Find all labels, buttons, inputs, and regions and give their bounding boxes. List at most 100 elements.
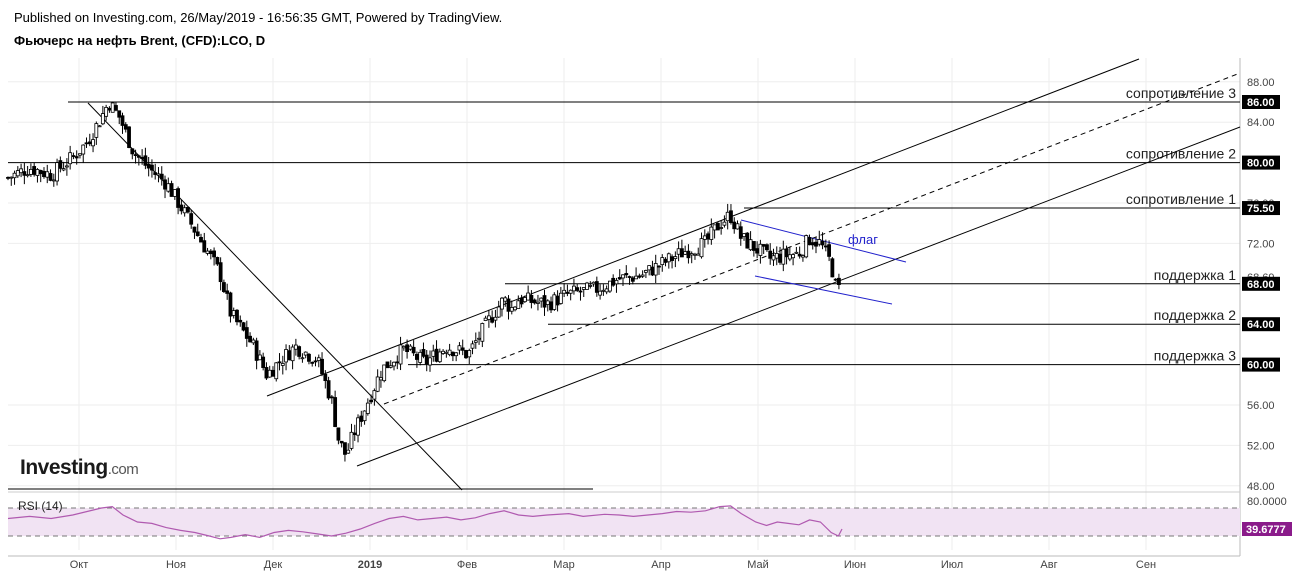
candle-body (758, 243, 763, 256)
candle-body (140, 156, 145, 160)
candle-body (166, 183, 171, 192)
candle-body (663, 258, 668, 263)
candle-body (385, 361, 390, 369)
candle-body (804, 235, 809, 258)
rsi-value-label: 39.6777 (1246, 524, 1286, 536)
candle-body (486, 315, 491, 320)
candle-body (735, 223, 740, 230)
candle-body (686, 250, 691, 259)
channel-upper-line (266, 58, 1140, 397)
time-tick-label: Июн (844, 559, 866, 571)
candle-body (437, 351, 442, 363)
channel-lower-line (356, 126, 1241, 467)
rsi-top-tick: 80.0000 (1247, 496, 1287, 508)
candle-body (421, 349, 426, 357)
candle-body (274, 362, 279, 380)
candle-body (837, 277, 841, 285)
price-badge (1242, 201, 1280, 216)
candle-body (444, 351, 449, 354)
candle-body (81, 144, 86, 155)
level-label: сопротивление 1 (1126, 191, 1236, 207)
candle-body (61, 168, 66, 171)
time-tick-label: Дек (264, 559, 283, 571)
candle-body (176, 188, 181, 208)
candle-body (644, 270, 648, 273)
flag-lower-line (754, 275, 893, 305)
candle-body (722, 221, 727, 226)
candle-body (45, 171, 50, 178)
candle-body (267, 369, 272, 378)
candle-body (794, 251, 799, 254)
candle-body (545, 300, 550, 305)
time-tick-label: 2019 (358, 559, 382, 571)
candle-body (320, 358, 324, 375)
price-badge-label: 60.00 (1247, 360, 1275, 372)
candle-body (392, 361, 396, 367)
price-badge-label: 68.00 (1247, 279, 1275, 291)
candle-body (346, 449, 351, 454)
candle-body (401, 345, 406, 349)
grid-layer (8, 58, 1241, 557)
time-tick-label: Фев (457, 559, 477, 571)
candle-body (333, 397, 338, 427)
candle-body (271, 369, 275, 377)
candle-body (107, 107, 112, 111)
candle-body (768, 250, 773, 259)
candle-body (287, 350, 292, 361)
candle-body (12, 172, 17, 179)
logo-suffix: .com (108, 461, 139, 478)
candles-layer (6, 101, 841, 462)
price-tick-label: 52.00 (1247, 440, 1275, 452)
price-tick-label: 88.00 (1247, 77, 1275, 89)
candle-body (9, 176, 14, 179)
candle-body (441, 350, 445, 354)
candle-body (222, 282, 226, 292)
candle-body (751, 241, 756, 251)
flag-annotation: флаг (848, 232, 878, 247)
price-badge-label: 80.00 (1247, 158, 1275, 170)
candle-body (604, 288, 609, 293)
time-tick-label: Сен (1136, 559, 1156, 571)
candle-body (477, 337, 481, 340)
candle-body (15, 170, 20, 177)
candle-body (653, 263, 658, 276)
candle-body (778, 253, 782, 263)
candle-body (127, 126, 131, 148)
candle-body (742, 233, 746, 238)
candle-body (379, 377, 383, 381)
candle-body (395, 361, 400, 364)
candle-body (192, 226, 197, 233)
candle-body (473, 340, 478, 343)
candle-body (581, 287, 586, 290)
candle-body (585, 282, 589, 290)
candle-body (555, 295, 560, 306)
candle-body (428, 357, 432, 366)
price-badge (1242, 155, 1280, 170)
candle-body (637, 275, 642, 278)
candle-body (729, 210, 733, 223)
level-label: сопротивление 2 (1126, 146, 1236, 162)
candle-body (807, 237, 812, 246)
price-badge-label: 86.00 (1247, 97, 1275, 109)
candle-body (71, 155, 76, 157)
candle-body (630, 277, 635, 282)
candle-body (146, 163, 151, 169)
candle-body (699, 238, 704, 258)
candle-body (621, 274, 625, 279)
candle-body (679, 248, 684, 258)
candle-body (519, 297, 524, 305)
candle-body (814, 241, 818, 247)
candle-body (833, 278, 838, 281)
candle-body (670, 256, 674, 261)
candle-body (411, 346, 416, 354)
candle-body (110, 102, 115, 113)
price-badge (1242, 95, 1280, 109)
candle-body (218, 262, 223, 283)
candle-body (51, 179, 56, 182)
candle-body (215, 257, 220, 265)
candle-body (611, 277, 616, 286)
candle-body (257, 354, 262, 361)
candle-body (532, 299, 537, 304)
rsi-panel: RSI (14) 80.0000 39.6777 (7, 491, 1292, 540)
